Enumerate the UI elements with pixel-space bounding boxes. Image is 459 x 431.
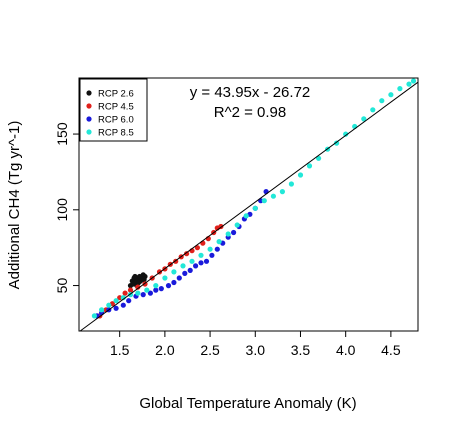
- data-point: [141, 276, 147, 283]
- data-point: [187, 267, 193, 273]
- data-point: [263, 189, 269, 195]
- x-tick-label: 3.0: [246, 342, 266, 358]
- data-point: [171, 269, 177, 275]
- data-point: [113, 305, 119, 311]
- legend-marker: [86, 90, 92, 96]
- legend-label: RCP 6.0: [98, 115, 134, 126]
- data-point: [140, 292, 146, 298]
- data-point: [165, 283, 172, 289]
- x-tick-label: 1.5: [110, 342, 130, 358]
- data-point: [306, 163, 313, 169]
- data-point: [182, 270, 188, 276]
- y-tick-label: 100: [54, 198, 70, 222]
- points-layer: [91, 78, 417, 319]
- data-point: [270, 193, 276, 199]
- data-point: [132, 273, 138, 280]
- x-tick-label: 4.5: [381, 342, 401, 358]
- data-point: [106, 302, 112, 308]
- data-point: [120, 302, 126, 308]
- legend-marker: [86, 116, 92, 122]
- data-point: [379, 98, 385, 104]
- y-tick-label: 150: [54, 122, 70, 146]
- data-point: [207, 246, 213, 252]
- legend-label: RCP 8.5: [98, 128, 134, 139]
- data-point: [388, 92, 394, 98]
- y-tick-label: 50: [54, 278, 70, 294]
- legend-label: RCP 2.6: [98, 89, 134, 100]
- data-point: [180, 263, 186, 269]
- series-rcp-85: [91, 78, 417, 319]
- data-point: [171, 279, 177, 286]
- data-point: [135, 284, 141, 290]
- legend-label: RCP 4.5: [98, 102, 134, 113]
- fit-equation: y = 43.95x - 26.72: [190, 84, 311, 101]
- data-point: [153, 283, 159, 289]
- legend-marker: [86, 129, 92, 135]
- data-point: [297, 172, 304, 178]
- x-tick-label: 3.5: [291, 342, 311, 358]
- data-point: [279, 189, 285, 195]
- r-squared: R^2 = 0.98: [214, 104, 287, 121]
- data-point: [214, 246, 220, 252]
- data-point: [361, 116, 367, 122]
- fit-line: [79, 81, 419, 332]
- data-point: [334, 140, 340, 146]
- data-point: [135, 290, 141, 296]
- data-point: [225, 231, 231, 237]
- data-point: [194, 245, 200, 251]
- data-point: [198, 260, 204, 266]
- x-tick-label: 2.5: [200, 342, 220, 358]
- legend-marker: [86, 103, 92, 109]
- plot-frame: [78, 77, 419, 332]
- y-axis-title: Additional CH4 (Tg yr^-1): [6, 121, 23, 290]
- data-point: [117, 295, 123, 301]
- data-point: [162, 275, 168, 281]
- x-tick-label: 4.0: [336, 342, 356, 358]
- data-point: [176, 275, 182, 281]
- y-axis: 50 100 150: [54, 122, 79, 293]
- data-point: [243, 213, 249, 219]
- x-axis-title: Global Temperature Anomaly (K): [139, 395, 356, 412]
- data-point: [252, 205, 258, 211]
- data-point: [147, 290, 153, 296]
- series-rcp-26: [127, 272, 148, 289]
- data-point: [127, 287, 134, 293]
- data-point: [410, 78, 417, 84]
- data-point: [158, 286, 164, 292]
- data-point: [184, 251, 190, 257]
- data-point: [231, 229, 237, 236]
- data-point: [261, 198, 267, 204]
- data-point: [122, 290, 128, 296]
- data-point: [216, 239, 222, 245]
- data-point: [397, 86, 403, 92]
- data-point: [406, 81, 412, 87]
- data-point: [99, 307, 105, 313]
- data-point: [144, 287, 150, 293]
- data-point: [198, 252, 204, 258]
- data-point: [209, 252, 215, 258]
- data-point: [370, 107, 376, 113]
- data-point: [113, 298, 119, 304]
- data-point: [316, 155, 322, 161]
- data-point: [126, 298, 132, 304]
- x-axis: 1.5 2.0 2.5 3.0 3.5 4.0 4.5: [110, 331, 401, 358]
- data-point: [343, 131, 349, 137]
- data-point: [189, 258, 195, 264]
- data-point: [136, 279, 142, 286]
- legend: RCP 2.6 RCP 4.5 RCP 6.0 RCP 8.5: [79, 78, 148, 142]
- data-point: [153, 287, 159, 293]
- x-tick-label: 2.0: [155, 342, 175, 358]
- series-rcp-60: [94, 189, 269, 319]
- data-point: [234, 222, 240, 228]
- data-point: [203, 258, 210, 264]
- data-point: [288, 181, 294, 187]
- data-point: [120, 295, 126, 301]
- data-point: [193, 263, 199, 269]
- data-point: [91, 313, 97, 319]
